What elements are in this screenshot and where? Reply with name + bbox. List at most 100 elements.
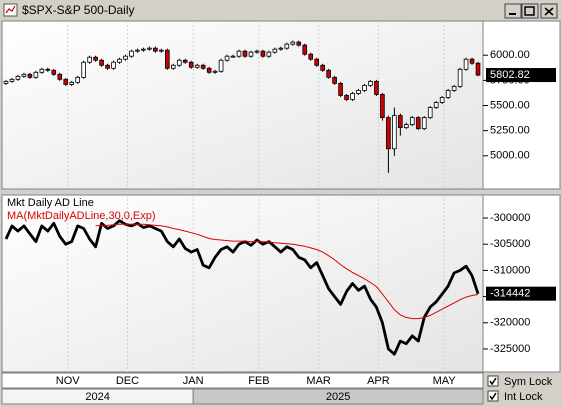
candle-body — [21, 73, 27, 77]
candle-body — [129, 50, 134, 57]
candle-body — [439, 97, 445, 103]
candle-body — [45, 68, 51, 71]
last-value-label: -314442 — [490, 288, 530, 300]
window-buttons[interactable] — [504, 3, 558, 19]
candle-body — [57, 73, 63, 80]
candle-body — [392, 115, 397, 150]
x-tick-label: FEB — [248, 375, 269, 387]
candle-body — [266, 51, 272, 57]
candle-body — [147, 47, 152, 50]
candle-body — [218, 59, 224, 72]
candle-body — [123, 55, 128, 60]
candle-body — [242, 50, 248, 57]
candle-body — [451, 85, 457, 91]
y-tick-label: -325000 — [490, 343, 530, 355]
indicator-axis — [482, 194, 561, 373]
candle-body — [69, 81, 75, 85]
candle-body — [314, 58, 319, 66]
candle-body — [194, 64, 200, 68]
candle-body — [290, 41, 296, 45]
x-tick-label: MAY — [433, 375, 457, 387]
candle-body — [326, 69, 331, 78]
candle-body — [254, 50, 260, 53]
x-tick-label: JAN — [183, 375, 204, 387]
candle-body — [230, 55, 236, 58]
candle-body — [463, 58, 469, 70]
y-tick-label: -310000 — [490, 264, 530, 276]
candle-body — [105, 64, 110, 69]
x-tick-label: NOV — [56, 375, 81, 387]
year-label: 2024 — [85, 391, 109, 403]
candle-body — [260, 50, 266, 57]
candle-body — [3, 80, 9, 84]
window-icon — [3, 3, 18, 17]
int-lock-checkbox[interactable] — [487, 390, 499, 402]
candle-body — [81, 61, 86, 78]
x-tick-label: APR — [367, 375, 390, 387]
candle-body — [386, 117, 391, 150]
last-value-box — [486, 68, 556, 83]
candle-body — [302, 44, 308, 55]
candle-body — [421, 117, 427, 130]
candle-body — [445, 90, 451, 98]
last-value-label: 5802.82 — [490, 69, 530, 81]
candle-body — [99, 59, 104, 66]
candle-body — [159, 49, 164, 52]
candle-body — [200, 64, 206, 69]
y-tick-label: -320000 — [490, 317, 530, 329]
candle-body — [87, 56, 92, 63]
candle-body — [212, 70, 218, 73]
sym-lock-checkbox[interactable] — [487, 375, 499, 387]
candle-body — [457, 68, 463, 87]
series-line — [95, 223, 479, 320]
lines — [4, 219, 480, 356]
candle-body — [51, 69, 57, 75]
int-lock-label: Int Lock — [504, 391, 543, 403]
candle-body — [111, 61, 116, 69]
candle-body — [236, 50, 242, 57]
candle-body — [224, 55, 230, 61]
candle-body — [272, 48, 278, 53]
candle-body — [135, 49, 140, 52]
price-axis — [482, 20, 561, 190]
candle-body — [404, 124, 409, 129]
candle-body — [398, 115, 403, 129]
candle-body — [9, 78, 15, 82]
candle-body — [338, 82, 343, 96]
y-tick-label: 5000.00 — [490, 150, 530, 162]
candle-body — [308, 53, 314, 60]
candle-body — [344, 95, 349, 100]
candle-body — [278, 47, 284, 50]
minimize-button[interactable] — [504, 3, 522, 19]
candle-body — [350, 93, 355, 100]
candle-body — [206, 67, 212, 73]
candle-body — [427, 107, 433, 118]
y-tick-label: 6000.00 — [490, 49, 530, 61]
lock-controls[interactable]: Sym Lock Int Lock — [487, 375, 553, 403]
candle-body — [320, 64, 325, 71]
candle-body — [188, 61, 194, 68]
candle-body — [433, 102, 439, 108]
candle-body — [362, 84, 367, 91]
year-axis: 2024 2025 — [1, 388, 484, 405]
candle-body — [15, 75, 21, 80]
candle-body — [33, 71, 39, 78]
candle-body — [284, 43, 290, 49]
candle-body — [170, 64, 176, 69]
window-title: $SPX-S&P 500-Daily — [22, 3, 135, 17]
candle-body — [374, 80, 379, 95]
candle-body — [469, 58, 475, 64]
sym-lock-label: Sym Lock — [504, 376, 553, 388]
last-value-box — [486, 286, 556, 301]
candle-body — [153, 47, 158, 52]
candle-body — [248, 51, 254, 57]
candles — [3, 40, 481, 173]
candle-body — [165, 49, 170, 69]
candle-body — [182, 59, 188, 63]
candle-body — [356, 90, 361, 94]
title-bar — [1, 1, 561, 20]
y-tick-label: 5250.00 — [490, 125, 530, 137]
candle-body — [296, 41, 302, 46]
